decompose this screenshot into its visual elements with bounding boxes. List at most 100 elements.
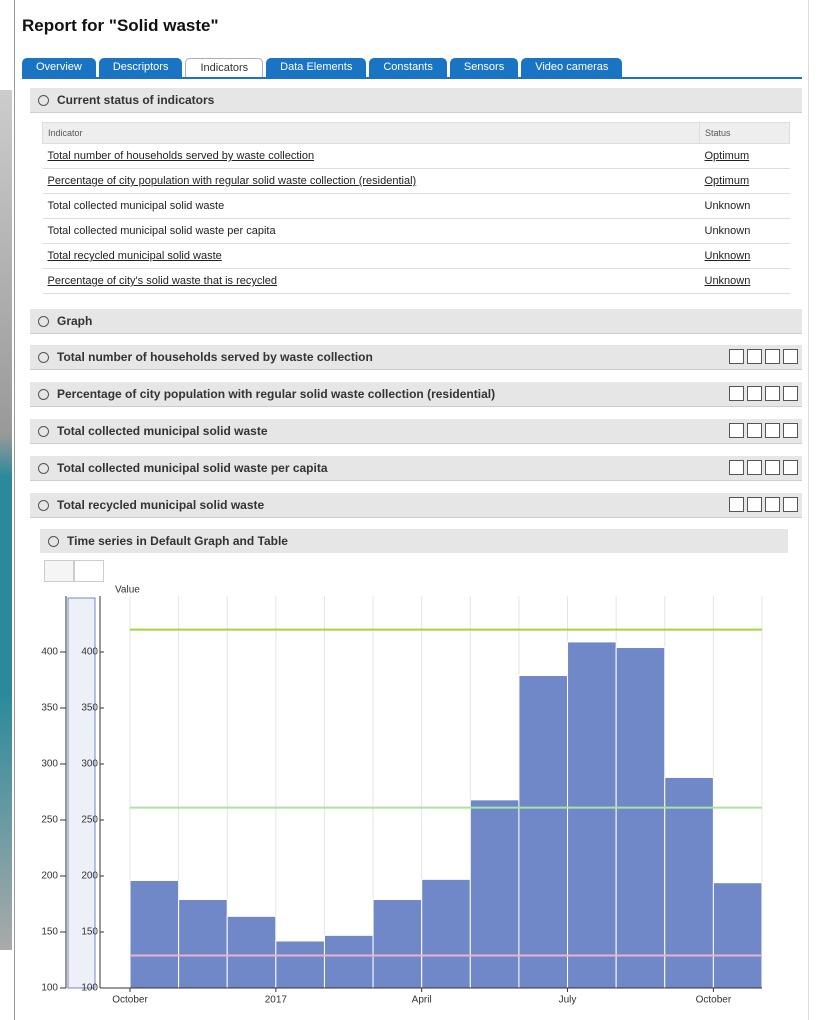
web-icon[interactable]: [747, 497, 762, 512]
tab[interactable]: Overview: [22, 58, 96, 77]
section-header[interactable]: Total recycled municipal solid waste: [30, 493, 802, 518]
navigator-tick-label: 350: [41, 703, 58, 714]
tab[interactable]: Constants: [369, 58, 447, 77]
frame-icon[interactable]: [765, 460, 780, 475]
section-header[interactable]: Graph: [30, 309, 802, 334]
column-header: Indicator: [43, 123, 700, 144]
tab[interactable]: Video cameras: [521, 58, 622, 77]
action-icons: [729, 460, 798, 475]
border: [808, 0, 809, 1020]
share-icon[interactable]: [783, 349, 798, 364]
bar: [373, 900, 422, 988]
share-icon[interactable]: [783, 497, 798, 512]
y-tick-label: 150: [81, 927, 98, 938]
frame-icon[interactable]: [765, 349, 780, 364]
indicator-name[interactable]: Percentage of city population with regul…: [43, 169, 700, 194]
section-icon: [38, 426, 49, 437]
web-icon[interactable]: [747, 386, 762, 401]
indicator-status[interactable]: Unknown: [700, 269, 790, 294]
indicator-name[interactable]: Total number of households served by was…: [43, 144, 700, 169]
share-icon[interactable]: [783, 423, 798, 438]
section-title: Percentage of city population with regul…: [57, 387, 495, 401]
indicator-status[interactable]: Unknown: [700, 244, 790, 269]
y-axis-label: Value: [115, 585, 140, 596]
tab[interactable]: Indicators: [185, 58, 263, 78]
section-icon: [38, 500, 49, 511]
bar: [713, 883, 762, 988]
bar: [227, 916, 276, 988]
section-header[interactable]: Total collected municipal solid waste: [30, 419, 802, 444]
navigator-tick-label: 250: [41, 815, 58, 826]
section-title: Total recycled municipal solid waste: [57, 498, 264, 512]
table-row: Total number of households served by was…: [43, 144, 790, 169]
section-title: Current status of indicators: [57, 93, 214, 107]
frame-icon[interactable]: [765, 386, 780, 401]
indicator-status[interactable]: Optimum: [700, 169, 790, 194]
bar: [470, 800, 519, 988]
y-tick-label: 200: [81, 871, 98, 882]
web-icon[interactable]: [747, 349, 762, 364]
page: Report for "Solid waste" OverviewDescrip…: [0, 0, 821, 1020]
navigator-tick-label: 100: [41, 983, 58, 994]
column-header: Status: [700, 123, 790, 144]
section-header[interactable]: Total collected municipal solid waste pe…: [30, 456, 802, 481]
tab[interactable]: Data Elements: [266, 58, 366, 77]
navigator-tick-label: 150: [41, 927, 58, 938]
chart: Value 1001001501502002002502503003003503…: [0, 560, 800, 1015]
indicator-status: Unknown: [700, 219, 790, 244]
bar: [276, 941, 325, 988]
y-tick-label: 250: [81, 815, 98, 826]
indicator-status[interactable]: Optimum: [700, 144, 790, 169]
section-title: Total collected municipal solid waste: [57, 424, 268, 438]
section-header[interactable]: Percentage of city population with regul…: [30, 382, 802, 407]
navigator-tick-label: 300: [41, 759, 58, 770]
section-title: Total collected municipal solid waste pe…: [57, 461, 328, 475]
frame-icon[interactable]: [765, 497, 780, 512]
section-icon: [38, 389, 49, 400]
section-header[interactable]: Time series in Default Graph and Table: [40, 529, 788, 553]
indicator-name[interactable]: Total recycled municipal solid waste: [43, 244, 700, 269]
export-icon[interactable]: [729, 423, 744, 438]
action-icons: [729, 349, 798, 364]
indicator-status: Unknown: [700, 194, 790, 219]
table-row: Percentage of city population with regul…: [43, 169, 790, 194]
indicator-table: IndicatorStatusTotal number of household…: [42, 122, 790, 294]
tab[interactable]: Descriptors: [99, 58, 183, 77]
web-icon[interactable]: [747, 460, 762, 475]
table-row: Total collected municipal solid waste pe…: [43, 219, 790, 244]
report-title: Report for "Solid waste": [22, 16, 219, 36]
section-title: Time series in Default Graph and Table: [67, 534, 288, 548]
section-icon: [38, 463, 49, 474]
export-icon[interactable]: [729, 460, 744, 475]
y-tick-label: 400: [81, 647, 98, 658]
export-icon[interactable]: [729, 497, 744, 512]
navigator-tick-label: 200: [41, 871, 58, 882]
section-header[interactable]: Total number of households served by was…: [30, 345, 802, 370]
section-icon: [38, 352, 49, 363]
tab[interactable]: Sensors: [450, 58, 518, 77]
section-title: Total number of households served by was…: [57, 350, 373, 364]
bar: [130, 880, 179, 988]
web-icon[interactable]: [747, 423, 762, 438]
navigator-tick-label: 400: [41, 647, 58, 658]
bar: [568, 642, 617, 988]
action-icons: [729, 423, 798, 438]
section-title: Graph: [57, 314, 92, 328]
frame-icon[interactable]: [765, 423, 780, 438]
indicator-name: Total collected municipal solid waste: [43, 194, 700, 219]
table-row: Percentage of city's solid waste that is…: [43, 269, 790, 294]
indicator-name[interactable]: Percentage of city's solid waste that is…: [43, 269, 700, 294]
indicator-name: Total collected municipal solid waste pe…: [43, 219, 700, 244]
section-header[interactable]: Current status of indicators: [30, 88, 802, 113]
bar: [519, 676, 568, 988]
export-icon[interactable]: [729, 349, 744, 364]
x-tick-label: October: [696, 995, 732, 1006]
export-icon[interactable]: [729, 386, 744, 401]
share-icon[interactable]: [783, 386, 798, 401]
x-tick-label: October: [112, 995, 148, 1006]
bar: [616, 648, 665, 988]
x-tick-label: 2017: [265, 995, 288, 1006]
share-icon[interactable]: [783, 460, 798, 475]
